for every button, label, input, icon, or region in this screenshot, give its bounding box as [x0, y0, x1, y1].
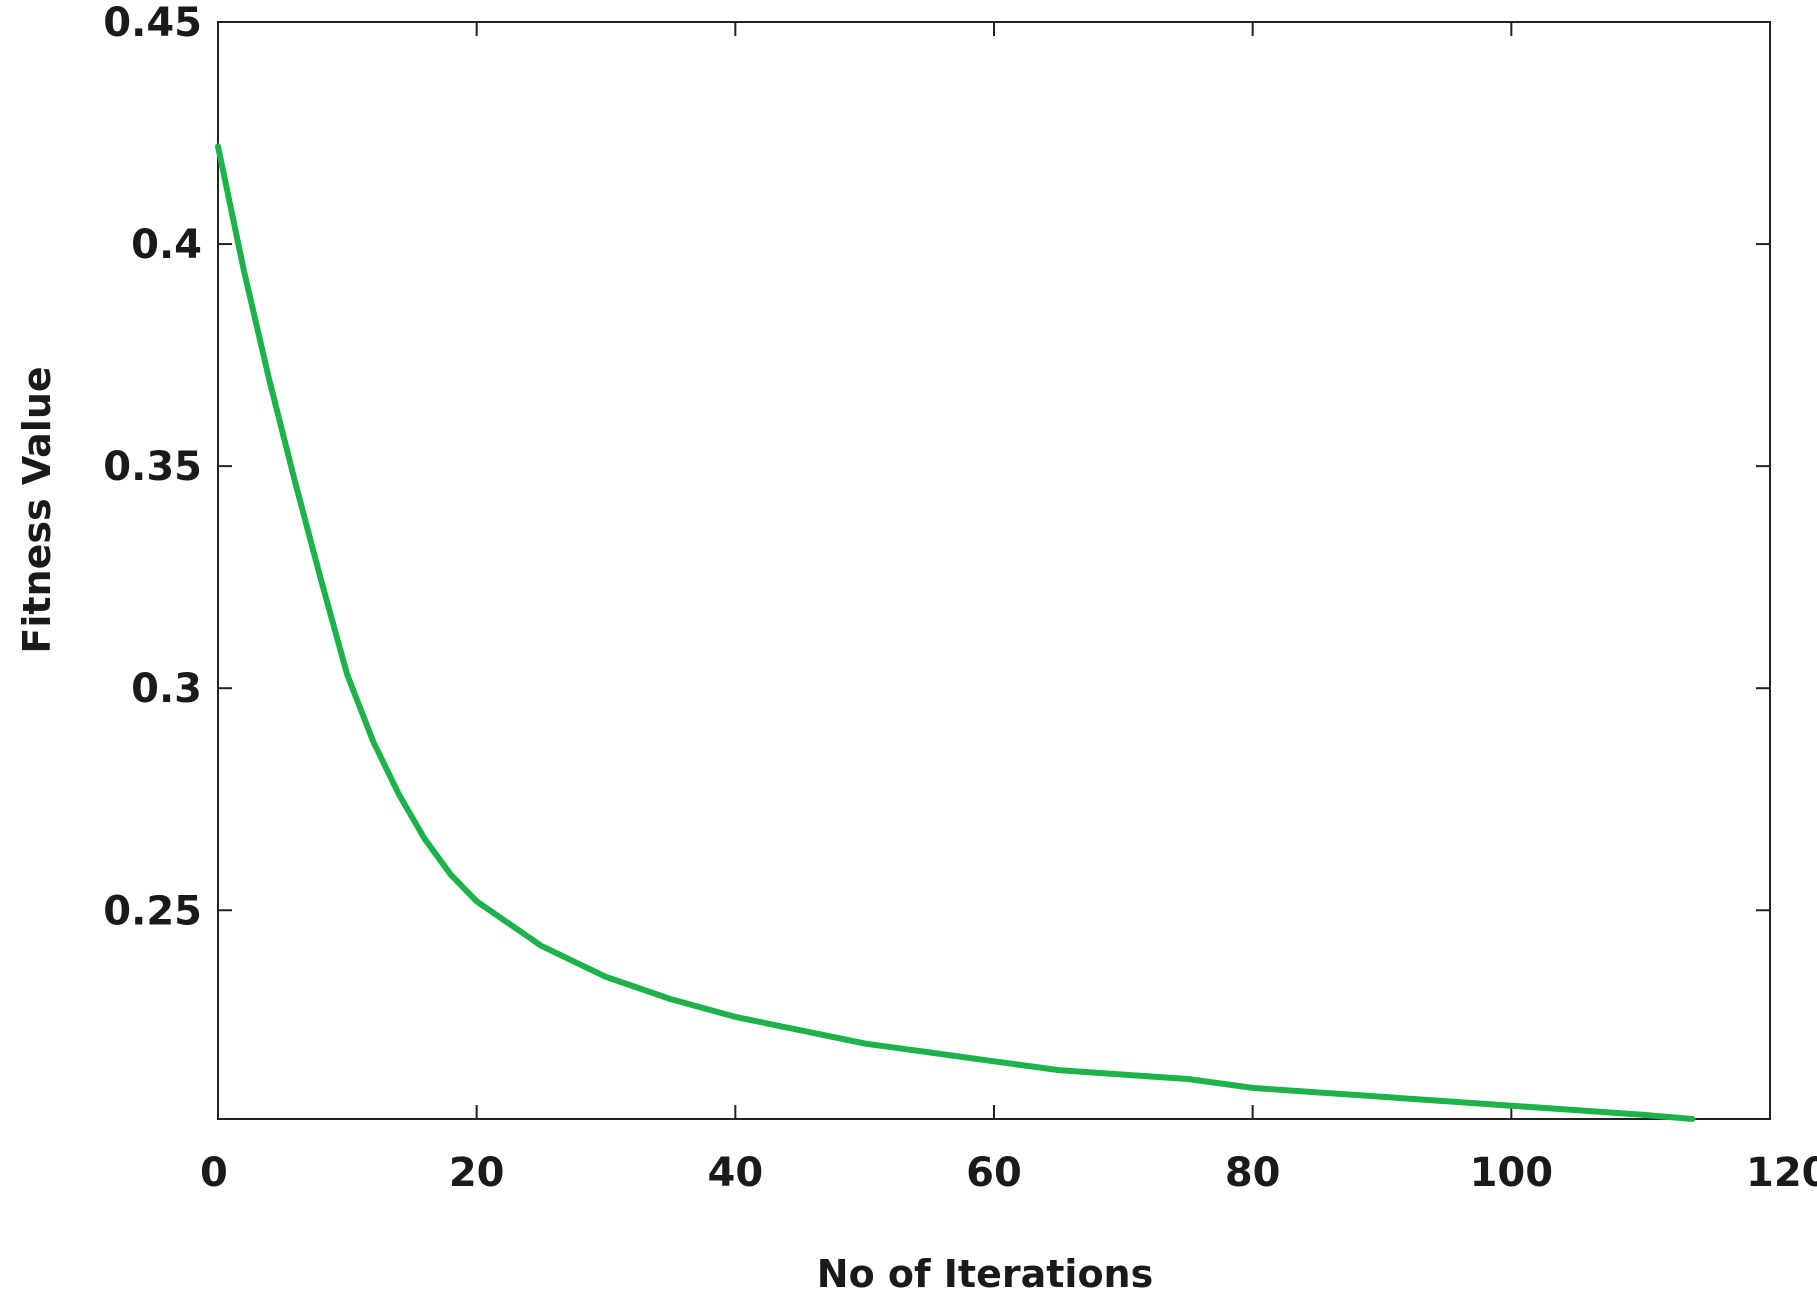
- y-tick-label: 0.3: [131, 666, 202, 712]
- series-line: [215, 143, 1696, 1122]
- x-tick-label: 120: [1746, 1150, 1817, 1196]
- plot-area-frame: [217, 21, 1771, 1120]
- x-tick-label: 100: [1470, 1150, 1554, 1196]
- x-tick-label: 40: [707, 1150, 763, 1196]
- x-tick-label: 20: [449, 1150, 505, 1196]
- series-layer: [215, 143, 1696, 1122]
- y-tick-label: 0.35: [103, 444, 202, 490]
- y-tick-label: 0.25: [103, 888, 202, 934]
- y-tick-label: 0.4: [131, 222, 202, 268]
- x-axis-ticks: 0 20 40 60 80 100 120: [200, 22, 1817, 1196]
- x-tick-label: 80: [1225, 1150, 1281, 1196]
- x-tick-label: 0: [200, 1150, 228, 1196]
- y-tick-label: 0.45: [103, 0, 202, 46]
- x-tick-label: 60: [966, 1150, 1022, 1196]
- y-axis-ticks: 0.25 0.3 0.35 0.4 0.45: [103, 0, 1770, 934]
- x-axis-title: No of Iterations: [817, 1252, 1153, 1296]
- y-axis-title: Fitness Value: [15, 366, 59, 653]
